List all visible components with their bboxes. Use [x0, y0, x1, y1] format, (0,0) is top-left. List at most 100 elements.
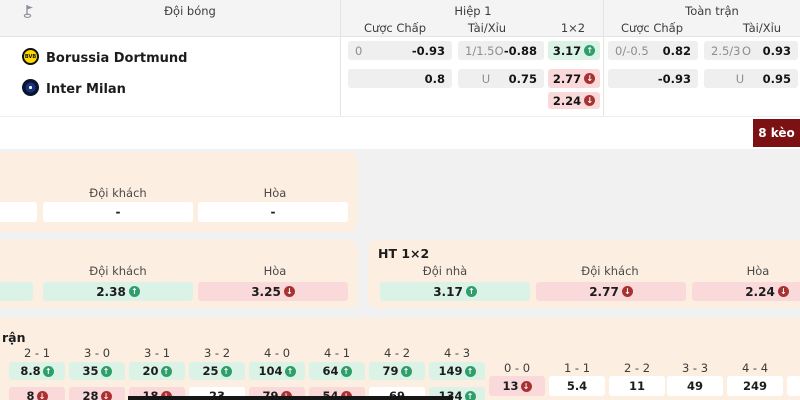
- draw-header: Hòa: [746, 264, 770, 278]
- ft-handicap-away-cell[interactable]: -0.93: [608, 69, 698, 88]
- badge-row: 8 kèo: [0, 116, 800, 149]
- trend-up-icon: ↑: [284, 365, 296, 377]
- odds-value: 54: [322, 389, 339, 400]
- h1-1x2-away-cell[interactable]: 2.77 ↓: [548, 69, 600, 88]
- trend-down-icon: ↓: [584, 73, 596, 84]
- draw-score-odds-cell[interactable]: 249: [727, 376, 783, 396]
- odds-value: 28: [82, 389, 99, 400]
- draw-header: Hòa: [263, 186, 287, 200]
- score-header: 3 - 2: [203, 346, 231, 360]
- away-team-header: Đội khách: [89, 264, 147, 278]
- odds-value: 8: [26, 389, 35, 400]
- trend-down-icon: ↓: [584, 95, 596, 106]
- draw-score-odds-cell[interactable]: 5.4: [549, 376, 605, 396]
- away-odds-cell[interactable]: 2.77 ↓: [536, 282, 686, 301]
- partial-odds-cell[interactable]: ↑: [0, 282, 33, 301]
- score-header: 0 - 0: [503, 361, 531, 375]
- h1-1x2-home-cell[interactable]: 3.17 ↑: [548, 41, 600, 60]
- trend-up-icon: ↑: [160, 365, 172, 377]
- odds-value: 2.24: [552, 93, 582, 108]
- h1-handicap-home-cell[interactable]: 0 -0.93: [348, 41, 452, 60]
- trend-up-icon: ↑: [464, 390, 476, 400]
- odds-value: 23: [208, 389, 225, 400]
- trend-down-icon: ↓: [340, 390, 352, 400]
- handicap-odds: -0.93: [657, 71, 691, 86]
- odds-value: 69: [388, 389, 405, 400]
- ft-under-cell[interactable]: U 0.95: [704, 69, 798, 88]
- home-odds-cell[interactable]: 3.17 ↑: [380, 282, 530, 301]
- col-header-h1-1x2: 1×2: [560, 21, 586, 35]
- score-odds-cell[interactable]: 8 ↓: [9, 387, 65, 400]
- odds-value: 18: [142, 389, 159, 400]
- ou-odds: 0.95: [762, 71, 791, 86]
- score-odds-cell[interactable]: 28 ↓: [69, 387, 125, 400]
- trend-up-icon: ↑: [128, 286, 140, 297]
- h1-handicap-away-cell[interactable]: 0.8: [348, 69, 452, 88]
- ft-handicap-home-cell[interactable]: 0/-0.5 0.82: [608, 41, 698, 60]
- panel-correct-score: rận 2 - 1 3 - 0 3 - 1 3 - 2 4 - 0 4 - 1 …: [0, 318, 800, 400]
- odds-value: 20: [142, 364, 159, 378]
- handicap-odds: 0.8: [424, 71, 445, 86]
- score-header: 4 - 3: [443, 346, 471, 360]
- bottom-dark-bar: [128, 396, 453, 400]
- partial-odds-cell[interactable]: [787, 376, 800, 396]
- partial-odds-cell[interactable]: [0, 202, 37, 222]
- trend-up-icon: ↑: [42, 365, 54, 377]
- odds-value: 3.25: [251, 284, 281, 299]
- draw-score-odds-cell[interactable]: 11: [609, 376, 665, 396]
- ft-over-cell[interactable]: 2.5/3 O 0.93: [704, 41, 798, 60]
- home-team-header: Đội nhà: [422, 264, 468, 278]
- col-header-ft-overunder: Tài/Xỉu: [742, 21, 782, 35]
- away-team-name: Inter Milan: [46, 82, 126, 97]
- trend-down-icon: ↓: [100, 390, 112, 400]
- score-odds-cell[interactable]: 8.8 ↑: [9, 362, 65, 380]
- draw-odds-cell[interactable]: 3.25 ↓: [198, 282, 348, 301]
- draw-odds-cell[interactable]: -: [198, 202, 348, 222]
- handicap-line: 0: [355, 43, 363, 58]
- score-header: 3 - 0: [83, 346, 111, 360]
- h1-over-cell[interactable]: 1/1.5 O -0.88: [458, 41, 544, 60]
- h1-under-cell[interactable]: U 0.75: [458, 69, 544, 88]
- score-header: 4 - 0: [263, 346, 291, 360]
- odds-value: 104: [258, 364, 283, 378]
- score-header: 4 - 4: [741, 361, 769, 375]
- score-odds-cell[interactable]: 35 ↑: [69, 362, 125, 380]
- odds-value: 149: [438, 364, 463, 378]
- col-header-ft-handicap: Cược Chấp: [621, 21, 683, 35]
- panel-ft-1x2: Đội khách Hòa ↑ 2.38↑ 3.25↓: [0, 240, 358, 308]
- trend-down-icon: ↓: [283, 286, 295, 297]
- trend-down-icon: ↓: [280, 390, 292, 400]
- trend-up-icon: ↑: [340, 365, 352, 377]
- score-odds-cell[interactable]: 64 ↑: [309, 362, 365, 380]
- odds-table: Đội bóng Hiệp 1 Toàn trận Cược Chấp Tài/…: [0, 0, 800, 116]
- home-team-name: Borussia Dortmund: [46, 51, 188, 66]
- score-header: 2 - 2: [623, 361, 651, 375]
- away-odds-cell[interactable]: 2.38 ↑: [43, 282, 193, 301]
- odds-value: 2.38: [96, 284, 126, 299]
- col-header-h1-overunder: Tài/Xỉu: [467, 21, 507, 35]
- h1-1x2-draw-cell[interactable]: 2.24 ↓: [548, 92, 600, 109]
- score-odds-cell[interactable]: 79 ↑: [369, 362, 425, 380]
- odds-count-badge[interactable]: 8 kèo: [753, 119, 800, 147]
- score-odds-cell[interactable]: 104 ↑: [249, 362, 305, 380]
- odds-value: -: [270, 205, 276, 219]
- panel-ht-1x2: HT 1×2 Đội nhà Đội khách Hòa 3.17 ↑ 2.77 ↓…: [368, 240, 800, 308]
- draw-score-odds-cell[interactable]: 49: [667, 376, 723, 396]
- away-team-header: Đội khách: [581, 264, 639, 278]
- draw-odds-cell[interactable]: 2.24 ↓: [692, 282, 800, 301]
- col-group-half1: Hiệp 1: [454, 4, 492, 18]
- away-odds-cell[interactable]: -: [43, 202, 193, 222]
- odds-value: -: [115, 205, 121, 219]
- score-odds-cell[interactable]: 25 ↑: [189, 362, 245, 380]
- trend-down-icon: ↓: [621, 286, 633, 297]
- table-header: Đội bóng Hiệp 1 Toàn trận Cược Chấp Tài/…: [0, 0, 800, 37]
- draw-score-odds-cell[interactable]: 13 ↓: [489, 376, 545, 396]
- handicap-line: 0/-0.5: [615, 43, 649, 58]
- column-divider: [603, 0, 604, 116]
- dortmund-logo-icon: BVB: [22, 48, 39, 65]
- score-odds-cell[interactable]: 149 ↑: [429, 362, 485, 380]
- ou-odds: -0.88: [503, 43, 537, 58]
- score-odds-cell[interactable]: 20 ↑: [129, 362, 185, 380]
- odds-value: 25: [202, 364, 219, 378]
